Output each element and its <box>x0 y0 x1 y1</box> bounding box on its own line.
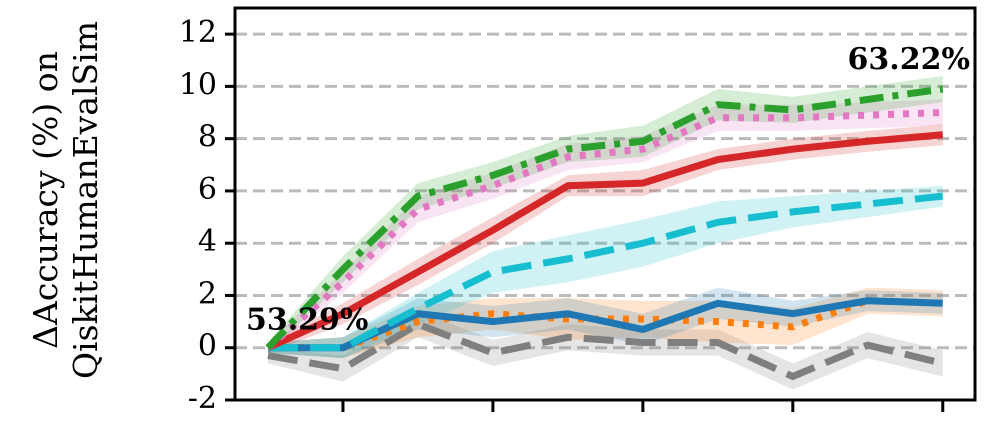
y-tick-label: -2 <box>188 381 217 416</box>
y-label-line: ΔAccuracy (%) on <box>26 51 65 349</box>
plot-frame <box>233 6 977 402</box>
series-line <box>265 85 944 351</box>
error-band <box>267 124 943 353</box>
series-line <box>265 109 943 351</box>
y-tick-label: 8 <box>198 120 217 155</box>
y-tick-label: 6 <box>198 172 217 207</box>
y-tick-label: 10 <box>179 67 217 102</box>
y-axis-title: ΔAccuracy (%) on QiskitHumanEvalSim <box>26 21 105 379</box>
y-tick-label: 4 <box>198 224 217 259</box>
y-tick-label: 2 <box>198 276 217 311</box>
y-tick-label: 12 <box>179 15 217 50</box>
series-line <box>267 192 944 352</box>
annotation: 53.29% <box>246 303 368 338</box>
annotation: 63.22% <box>848 42 970 77</box>
y-label-line: QiskitHumanEvalSim <box>66 21 105 379</box>
error-band <box>267 75 943 353</box>
y-tick-label: 0 <box>198 329 217 364</box>
series-line <box>267 297 943 352</box>
series-line <box>266 131 944 351</box>
series-line <box>267 320 944 381</box>
